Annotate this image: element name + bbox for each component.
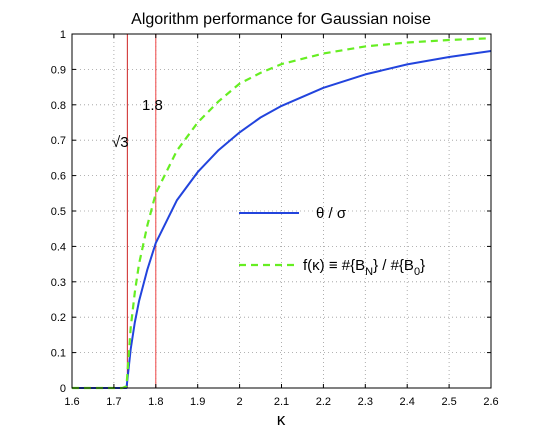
x-tick-label: 2.1 [274, 396, 289, 408]
y-tick-label: 0.6 [51, 171, 66, 183]
series-line-f [72, 37, 492, 390]
series-line-theta [72, 50, 492, 389]
y-tick-label: 0.9 [51, 64, 66, 76]
x-tick-label: 2 [237, 396, 243, 408]
legend-label-theta: θ / σ [316, 205, 347, 222]
x-tick-label: 1.8 [148, 396, 163, 408]
y-tick-label: 0 [60, 383, 66, 395]
x-tick-label: 2.4 [400, 396, 415, 408]
y-tick-label: 0.1 [51, 348, 66, 360]
annotation-sqrt3: √3 [112, 134, 129, 151]
chart-title: Algorithm performance for Gaussian noise [131, 11, 431, 28]
legend: θ / σ f(κ) ≡ #{BN} / #{B0} [239, 205, 425, 278]
y-tick-label: 1 [60, 29, 66, 41]
series-lines [72, 37, 492, 390]
y-axis-ticks: 0 0.1 0.2 0.3 0.4 0.5 0.6 0.7 0.8 0.9 1 [51, 29, 491, 395]
y-tick-label: 0.8 [51, 100, 66, 112]
y-tick-label: 0.2 [51, 312, 66, 324]
y-tick-label: 0.5 [51, 206, 66, 218]
x-tick-label: 2.3 [358, 396, 373, 408]
x-tick-label: 1.9 [190, 396, 205, 408]
y-tick-label: 0.3 [51, 277, 66, 289]
annotation-1-8: 1.8 [142, 97, 163, 114]
x-axis-ticks: 1.6 1.7 1.8 1.9 2 2.1 2.2 2.3 2.4 2.5 2.6 [64, 34, 499, 408]
x-tick-label: 1.7 [106, 396, 121, 408]
x-axis-label: κ [277, 410, 286, 429]
x-tick-label: 2.2 [316, 396, 331, 408]
vertical-markers [126, 34, 157, 388]
x-tick-label: 2.6 [483, 396, 498, 408]
x-tick-label: 1.6 [64, 396, 79, 408]
y-tick-label: 0.4 [51, 241, 66, 253]
legend-label-f: f(κ) ≡ #{BN} / #{B0} [303, 257, 425, 278]
y-tick-label: 0.7 [51, 135, 66, 147]
x-tick-label: 2.5 [441, 396, 456, 408]
